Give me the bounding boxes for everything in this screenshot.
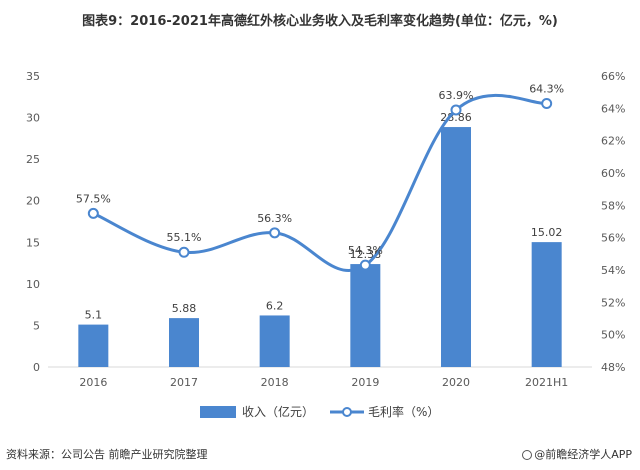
revenue-bar — [169, 318, 199, 367]
gross-margin-label: 56.3% — [257, 212, 292, 225]
gross-margin-marker — [541, 97, 553, 109]
brand-logo-icon — [522, 450, 533, 460]
y-right-tick-label: 56% — [601, 232, 625, 245]
legend-line-marker — [342, 407, 352, 417]
y-right-tick-label: 66% — [601, 70, 625, 83]
x-tick-label: 2018 — [261, 376, 289, 389]
y-left-tick-label: 20 — [26, 195, 40, 208]
y-right-tick-label: 64% — [601, 102, 625, 115]
legend: 收入（亿元） 毛利率（%） — [200, 404, 439, 419]
chart-title: 图表9：2016-2021年高德红外核心业务收入及毛利率变化趋势(单位：亿元，%… — [82, 14, 558, 29]
gross-margin-marker — [450, 104, 462, 116]
y-left-tick-label: 5 — [33, 319, 40, 332]
y-right-tick-label: 48% — [601, 361, 625, 374]
y-right-tick-label: 50% — [601, 329, 625, 342]
x-tick-label: 2016 — [79, 376, 107, 389]
legend-line-label: 毛利率（%） — [368, 404, 439, 419]
y-left-tick-label: 10 — [26, 278, 40, 291]
revenue-bar — [531, 242, 562, 367]
revenue-bar-label: 15.02 — [531, 226, 563, 239]
y-right-tick-label: 54% — [601, 264, 625, 277]
legend-bar-label: 收入（亿元） — [242, 404, 314, 419]
gross-margin-label: 64.3% — [529, 82, 564, 95]
brand-credit: @前瞻经济学人APP — [522, 446, 632, 462]
line-series: 57.5% 55.1% 56.3% 54.3% 63.9% 64.3% — [76, 82, 564, 273]
revenue-bar — [350, 264, 381, 367]
y-left-tick-label: 25 — [26, 153, 40, 166]
gross-margin-label: 57.5% — [76, 192, 111, 205]
x-tick-label: 2021H1 — [525, 376, 568, 389]
revenue-bar — [78, 324, 109, 367]
gross-margin-marker — [87, 207, 99, 219]
source-note: 资料来源：公司公告 前瞻产业研究院整理 — [6, 448, 208, 461]
revenue-bar — [441, 127, 471, 367]
x-tick-label: 2017 — [170, 376, 198, 389]
y-right-tick-label: 52% — [601, 296, 625, 309]
axes: 0 5 10 15 20 25 30 35 48% 50% 52% 54% 56% 58% 60% 62% 64… — [26, 70, 625, 389]
y-left-tick-label: 15 — [26, 236, 40, 249]
y-left-tick-label: 35 — [26, 70, 40, 83]
gross-margin-label: 63.9% — [439, 89, 474, 102]
gross-margin-marker — [359, 259, 371, 271]
revenue-bar — [259, 315, 290, 367]
y-left-tick-label: 30 — [26, 112, 40, 125]
gross-margin-line — [92, 93, 547, 273]
y-right-tick-label: 60% — [601, 167, 625, 180]
x-tick-label: 2020 — [442, 376, 470, 389]
brand-credit-text: @前瞻经济学人APP — [534, 448, 632, 461]
gross-margin-label: 55.1% — [167, 231, 202, 244]
revenue-bar-label: 5.1 — [85, 309, 103, 322]
revenue-bar-label: 5.88 — [172, 302, 197, 315]
y-left-tick-label: 0 — [33, 361, 40, 374]
legend-bar-swatch — [200, 406, 236, 418]
gross-margin-marker — [178, 246, 190, 258]
y-right-tick-label: 62% — [601, 135, 625, 148]
y-right-tick-label: 58% — [601, 199, 625, 212]
gross-margin-marker — [269, 227, 281, 239]
x-tick-label: 2019 — [351, 376, 379, 389]
gross-margin-label: 54.3% — [348, 244, 383, 257]
revenue-bar-label: 6.2 — [266, 299, 284, 312]
